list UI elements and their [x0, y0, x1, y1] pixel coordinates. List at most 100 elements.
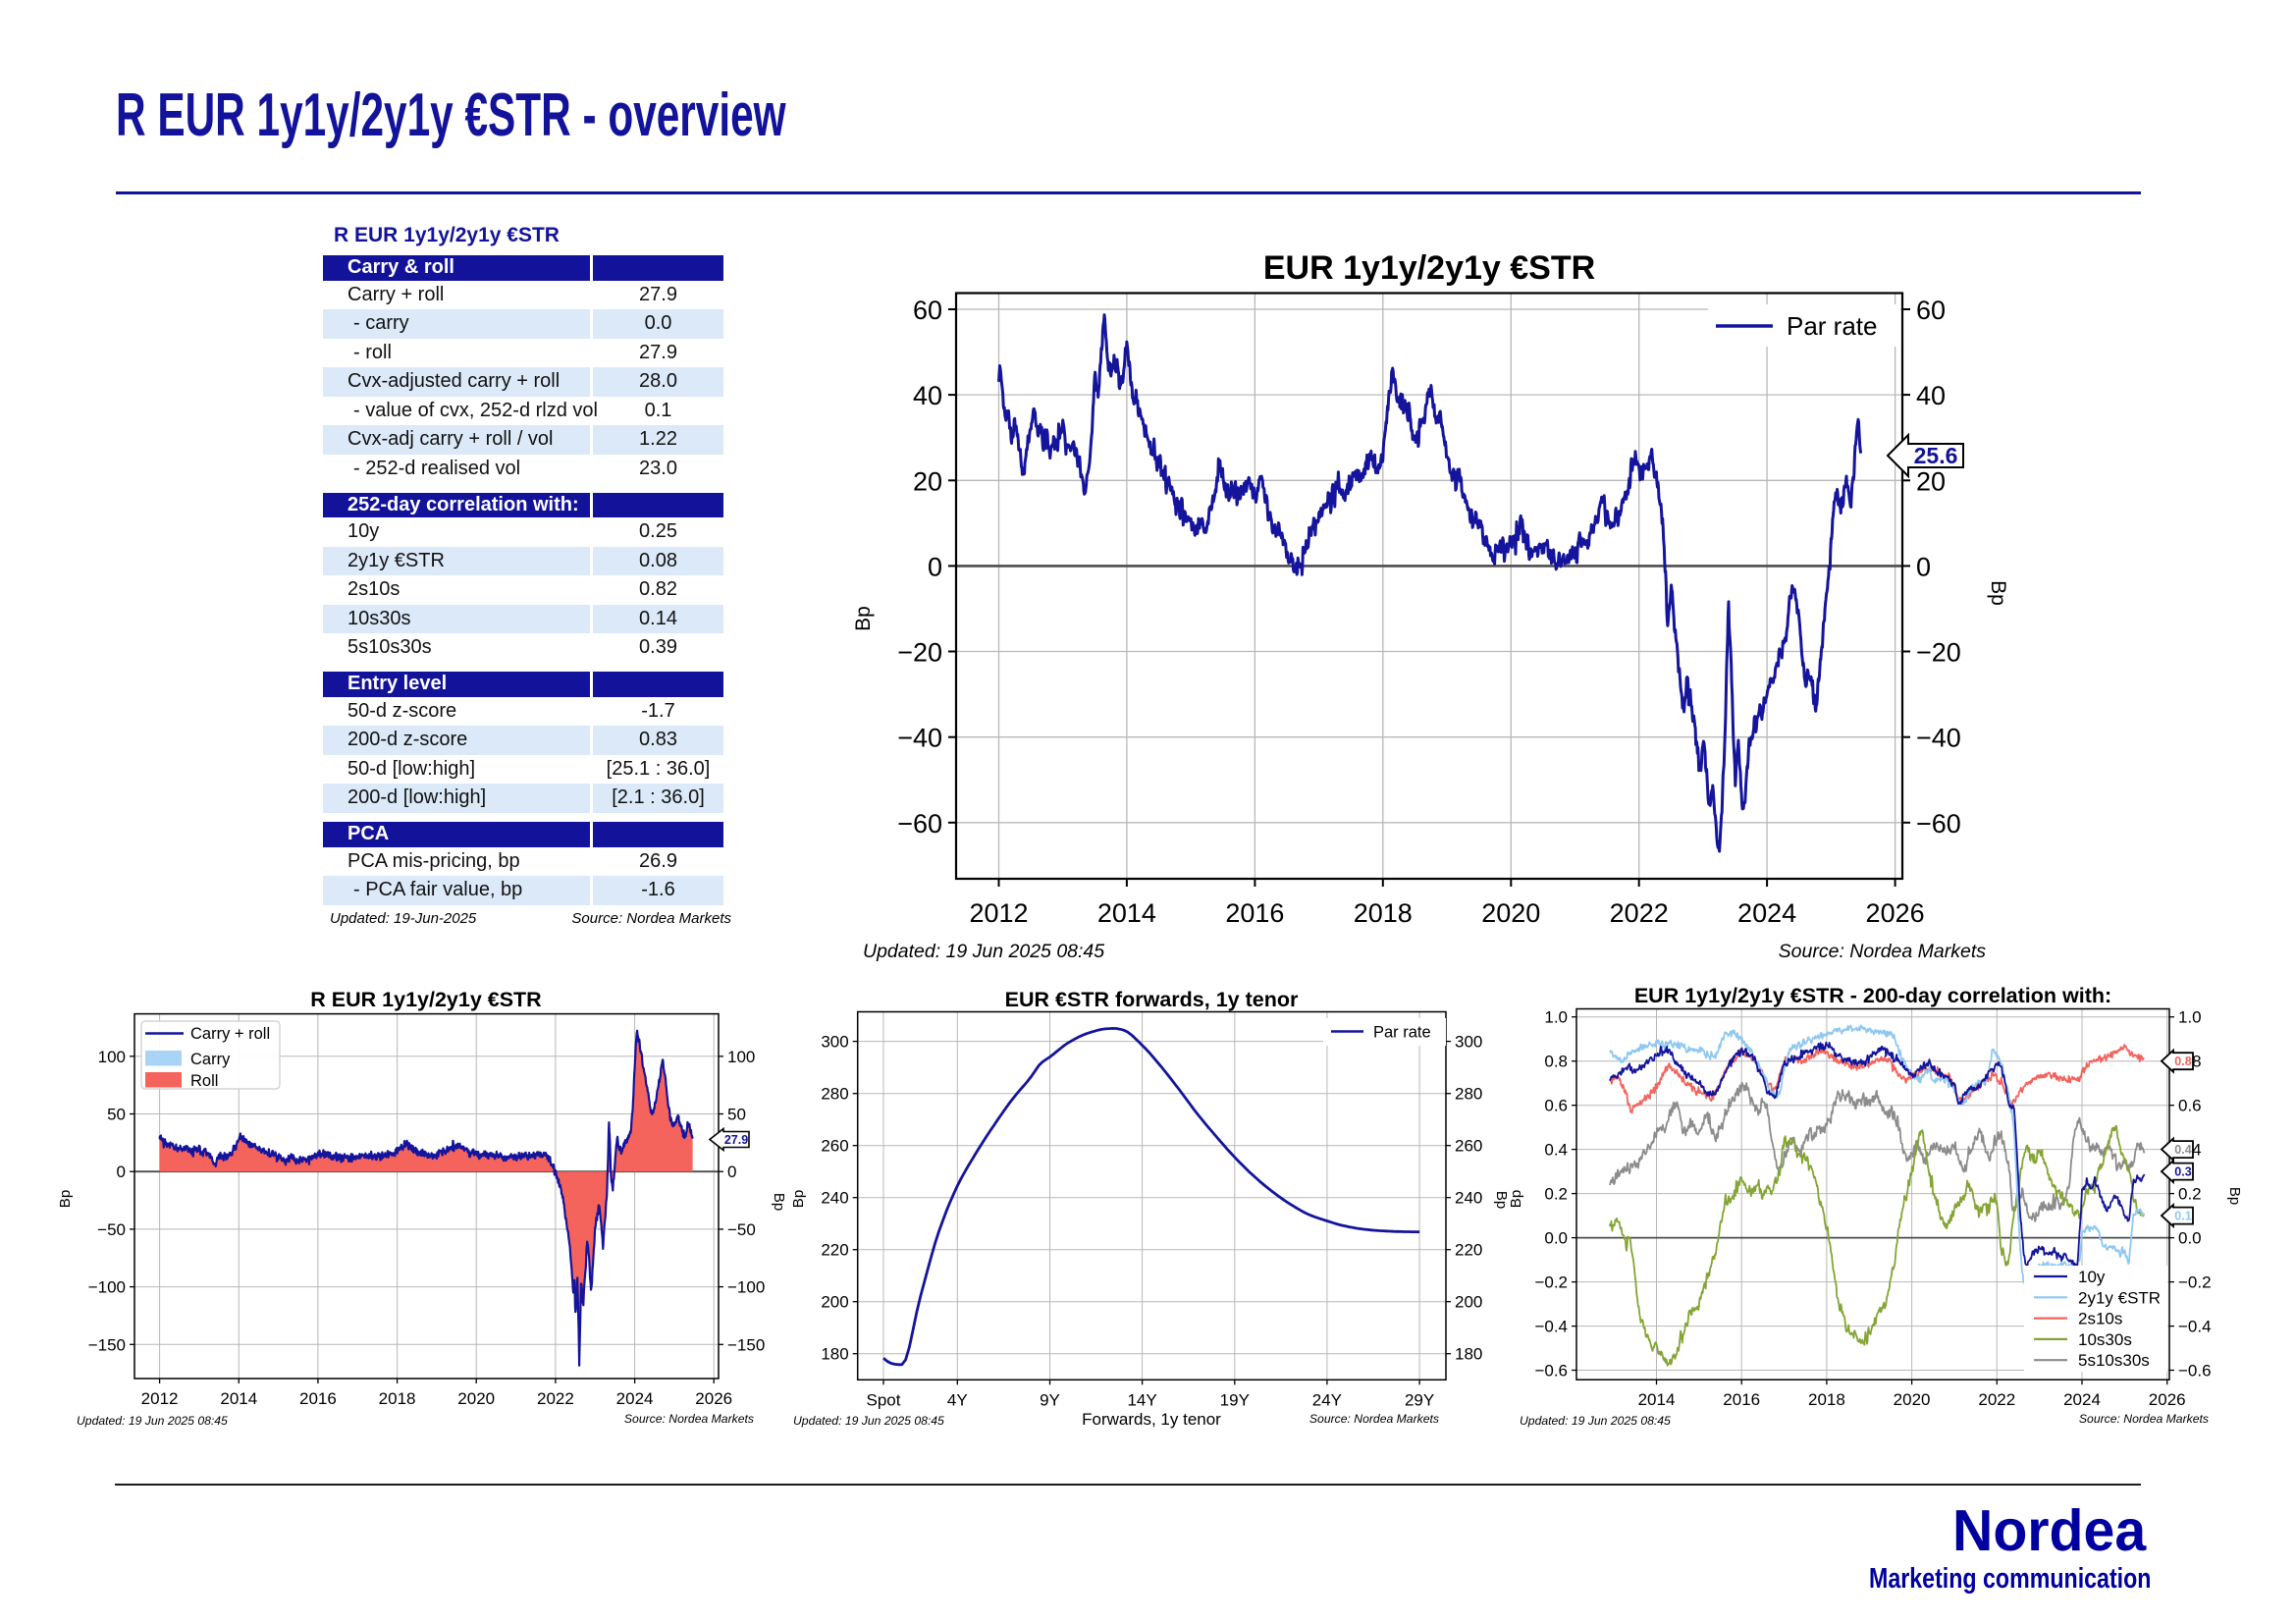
svg-text:Roll: Roll — [190, 1072, 218, 1090]
svg-text:260: 260 — [821, 1137, 848, 1156]
svg-text:2020: 2020 — [457, 1389, 495, 1408]
svg-text:2016: 2016 — [1225, 898, 1284, 928]
svg-text:2018: 2018 — [1354, 898, 1413, 928]
svg-text:−150: −150 — [727, 1335, 765, 1354]
svg-text:0.8: 0.8 — [2174, 1055, 2191, 1068]
svg-text:1.0: 1.0 — [1544, 1008, 1568, 1027]
svg-text:19Y: 19Y — [1220, 1390, 1250, 1409]
svg-text:10y: 10y — [2078, 1268, 2106, 1286]
svg-text:Spot: Spot — [867, 1390, 901, 1409]
svg-text:260: 260 — [1455, 1137, 1482, 1156]
svg-text:Source: Nordea Markets: Source: Nordea Markets — [2079, 1412, 2209, 1426]
svg-text:2024: 2024 — [2063, 1390, 2101, 1409]
svg-text:−100: −100 — [88, 1278, 126, 1297]
svg-text:2020: 2020 — [1894, 1390, 1931, 1409]
svg-text:0: 0 — [727, 1163, 736, 1181]
svg-text:14Y: 14Y — [1127, 1390, 1156, 1409]
svg-text:5s10s30s: 5s10s30s — [2078, 1351, 2150, 1370]
svg-text:R EUR 1y1y/2y1y €STR: R EUR 1y1y/2y1y €STR — [310, 988, 542, 1011]
svg-text:60: 60 — [1916, 296, 1946, 325]
svg-text:29Y: 29Y — [1405, 1390, 1434, 1409]
svg-text:Carry: Carry — [190, 1051, 231, 1068]
svg-text:EUR €STR forwards, 1y tenor: EUR €STR forwards, 1y tenor — [1005, 988, 1299, 1011]
svg-text:0: 0 — [117, 1163, 126, 1181]
svg-text:Source: Nordea Markets: Source: Nordea Markets — [1309, 1412, 1439, 1426]
svg-text:0: 0 — [1916, 552, 1931, 581]
svg-text:−150: −150 — [88, 1335, 126, 1354]
svg-text:25.6: 25.6 — [1914, 443, 1958, 468]
svg-text:100: 100 — [98, 1048, 126, 1066]
svg-text:0.2: 0.2 — [2178, 1185, 2202, 1204]
svg-text:40: 40 — [1916, 381, 1946, 410]
svg-text:Updated: 19 Jun 2025 08:45: Updated: 19 Jun 2025 08:45 — [793, 1414, 944, 1428]
svg-text:200: 200 — [821, 1293, 848, 1312]
svg-text:−60: −60 — [897, 809, 942, 839]
svg-text:220: 220 — [1455, 1241, 1482, 1260]
svg-text:180: 180 — [821, 1345, 848, 1364]
svg-text:0.0: 0.0 — [1544, 1229, 1568, 1248]
svg-text:27.9: 27.9 — [724, 1133, 748, 1147]
svg-text:2016: 2016 — [1723, 1390, 1760, 1409]
svg-text:0.4: 0.4 — [2174, 1143, 2191, 1157]
svg-text:2s10s: 2s10s — [2078, 1310, 2122, 1328]
svg-text:50: 50 — [727, 1106, 746, 1124]
svg-text:2026: 2026 — [695, 1389, 732, 1408]
svg-text:Bp: Bp — [59, 1190, 74, 1208]
svg-text:2020: 2020 — [1481, 898, 1540, 928]
svg-text:2022: 2022 — [537, 1389, 574, 1408]
svg-text:−0.2: −0.2 — [1534, 1273, 1568, 1292]
svg-text:2026: 2026 — [1866, 898, 1925, 928]
svg-text:−60: −60 — [1916, 809, 1961, 839]
svg-text:9Y: 9Y — [1040, 1390, 1060, 1409]
svg-text:−40: −40 — [897, 724, 942, 753]
svg-text:0.0: 0.0 — [2178, 1229, 2202, 1248]
svg-text:Updated: 19 Jun 2025 08:45: Updated: 19 Jun 2025 08:45 — [863, 941, 1104, 962]
svg-text:Bp: Bp — [852, 606, 875, 631]
svg-text:−0.6: −0.6 — [1534, 1362, 1568, 1380]
svg-text:−0.4: −0.4 — [1534, 1318, 1568, 1336]
svg-text:0: 0 — [928, 552, 942, 581]
svg-text:4Y: 4Y — [947, 1390, 968, 1409]
svg-text:200: 200 — [1455, 1293, 1482, 1312]
svg-text:2026: 2026 — [2149, 1390, 2186, 1409]
svg-text:−0.4: −0.4 — [2178, 1318, 2212, 1336]
svg-text:100: 100 — [727, 1048, 755, 1066]
svg-text:Source: Nordea Markets: Source: Nordea Markets — [624, 1412, 754, 1426]
svg-text:EUR 1y1y/2y1y €STR: EUR 1y1y/2y1y €STR — [1263, 249, 1595, 287]
svg-text:300: 300 — [821, 1033, 848, 1052]
svg-text:2022: 2022 — [1610, 898, 1669, 928]
svg-text:0.4: 0.4 — [1544, 1141, 1568, 1160]
svg-text:240: 240 — [1455, 1189, 1482, 1208]
svg-text:Par rate: Par rate — [1787, 311, 1878, 341]
svg-text:0.2: 0.2 — [1544, 1185, 1568, 1204]
svg-text:Updated: 19 Jun 2025 08:45: Updated: 19 Jun 2025 08:45 — [77, 1414, 228, 1428]
svg-text:−0.2: −0.2 — [2178, 1273, 2212, 1292]
svg-text:Par rate: Par rate — [1373, 1024, 1431, 1042]
svg-text:−100: −100 — [727, 1278, 765, 1297]
svg-text:2y1y €STR: 2y1y €STR — [2078, 1288, 2161, 1307]
svg-text:0.6: 0.6 — [2178, 1097, 2202, 1115]
svg-text:180: 180 — [1455, 1345, 1482, 1364]
svg-text:2016: 2016 — [299, 1389, 337, 1408]
svg-text:2018: 2018 — [379, 1389, 416, 1408]
svg-text:Forwards, 1y tenor: Forwards, 1y tenor — [1082, 1410, 1221, 1429]
svg-text:10s30s: 10s30s — [2078, 1330, 2132, 1349]
svg-text:20: 20 — [913, 466, 942, 496]
svg-text:2024: 2024 — [1737, 898, 1796, 928]
svg-text:220: 220 — [821, 1241, 848, 1260]
svg-text:−40: −40 — [1916, 724, 1961, 753]
svg-text:Source: Nordea Markets: Source: Nordea Markets — [1779, 941, 1987, 962]
svg-text:50: 50 — [107, 1106, 126, 1124]
svg-text:Bp: Bp — [1987, 580, 2009, 606]
svg-text:−0.6: −0.6 — [2178, 1362, 2212, 1380]
svg-text:24Y: 24Y — [1312, 1390, 1342, 1409]
svg-text:280: 280 — [821, 1085, 848, 1104]
svg-text:2014: 2014 — [220, 1389, 257, 1408]
svg-text:Bp: Bp — [790, 1190, 807, 1208]
svg-text:240: 240 — [821, 1189, 848, 1208]
svg-text:0.6: 0.6 — [1544, 1097, 1568, 1115]
svg-text:−50: −50 — [97, 1220, 126, 1239]
svg-text:−20: −20 — [1916, 638, 1961, 668]
svg-text:Bp: Bp — [1508, 1190, 1524, 1208]
svg-text:2012: 2012 — [141, 1389, 179, 1408]
